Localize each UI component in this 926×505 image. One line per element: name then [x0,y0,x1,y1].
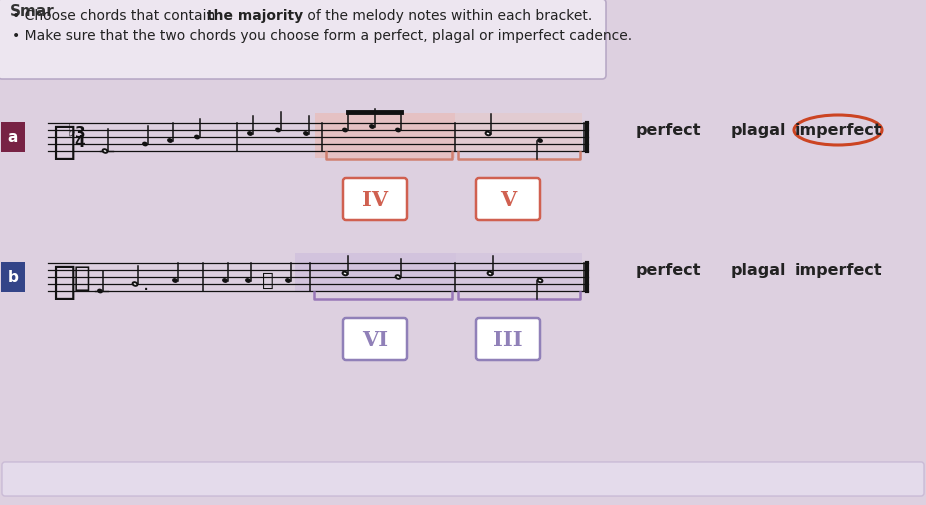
Ellipse shape [304,132,308,136]
Ellipse shape [369,126,374,129]
Text: 4: 4 [75,135,85,150]
FancyBboxPatch shape [1,123,25,153]
Text: 𝄞: 𝄞 [52,262,75,300]
Ellipse shape [488,272,493,276]
Ellipse shape [194,136,199,139]
Ellipse shape [103,150,107,154]
Text: a: a [7,130,19,145]
Text: 𝄞: 𝄞 [52,122,75,160]
Ellipse shape [395,276,400,279]
Ellipse shape [245,279,250,283]
Ellipse shape [98,290,102,293]
Ellipse shape [168,139,172,143]
Bar [455,113,582,152]
Text: 𝄺: 𝄺 [262,270,274,289]
Text: imperfect: imperfect [795,263,882,278]
Text: plagal: plagal [731,263,786,278]
Text: ♭: ♭ [67,122,75,140]
FancyBboxPatch shape [343,179,407,221]
Text: IV: IV [362,189,388,210]
Ellipse shape [248,132,252,136]
Text: VI: VI [362,329,388,349]
Text: .: . [143,275,149,294]
Ellipse shape [286,279,290,283]
Text: III: III [494,329,523,349]
Ellipse shape [395,129,400,132]
Text: of the melody notes within each bracket.: of the melody notes within each bracket. [303,9,593,23]
Text: 3: 3 [75,125,85,140]
FancyBboxPatch shape [2,462,924,496]
Ellipse shape [343,272,347,276]
FancyBboxPatch shape [476,179,540,221]
Ellipse shape [143,143,147,146]
Ellipse shape [343,129,347,132]
FancyBboxPatch shape [476,318,540,360]
Ellipse shape [223,279,227,283]
Text: the majority: the majority [207,9,303,23]
Text: 𝄼: 𝄼 [74,264,91,291]
FancyBboxPatch shape [343,318,407,360]
Text: perfect: perfect [635,263,701,278]
FancyBboxPatch shape [0,0,606,80]
Ellipse shape [173,279,177,283]
Text: V: V [500,189,516,210]
Bar [456,253,582,291]
Text: Smar: Smar [10,4,55,19]
Text: perfect: perfect [635,123,701,138]
Ellipse shape [538,139,543,143]
FancyBboxPatch shape [1,263,25,292]
Text: • Choose chords that contain: • Choose chords that contain [12,9,219,23]
Text: plagal: plagal [731,123,786,138]
Ellipse shape [485,132,491,136]
Ellipse shape [132,283,137,286]
Ellipse shape [276,129,281,132]
Bar [295,253,456,291]
Text: b: b [7,270,19,285]
Text: imperfect: imperfect [795,123,882,138]
Ellipse shape [538,279,543,283]
Text: • Make sure that the two chords you choose form a perfect, plagal or imperfect c: • Make sure that the two chords you choo… [12,29,632,43]
Bar [315,113,455,159]
